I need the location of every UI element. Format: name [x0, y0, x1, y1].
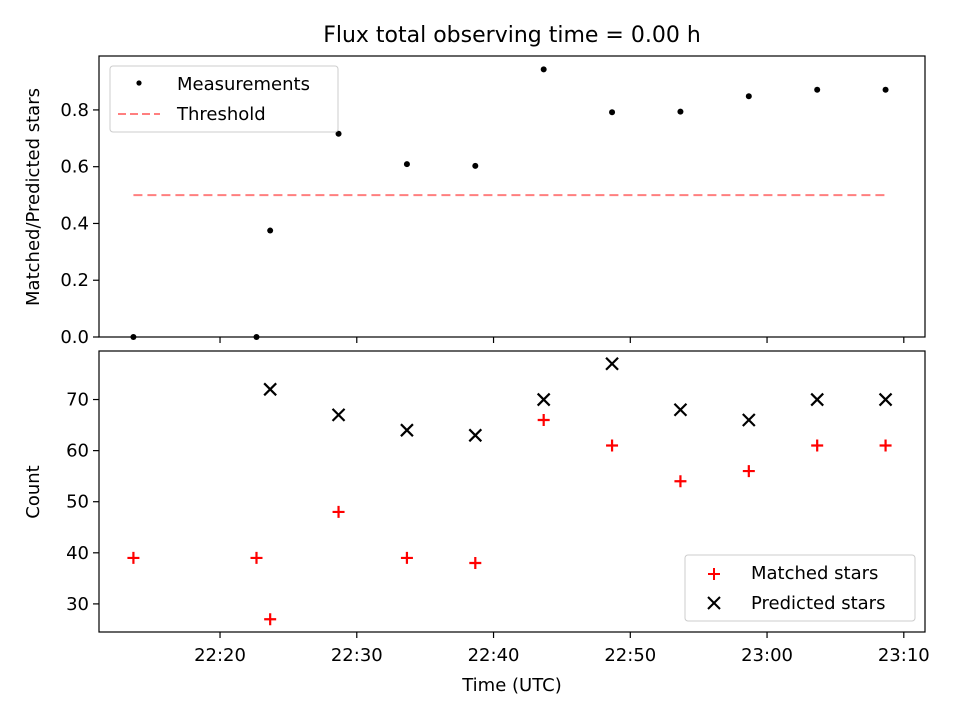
x-tick-label: 23:00: [741, 645, 793, 666]
predicted-star-point: [742, 413, 756, 427]
predicted-star-point: [810, 392, 824, 407]
predicted-star-point: [878, 392, 893, 407]
top-y-tick-label: 0.4: [60, 213, 89, 234]
bottom-legend: Matched stars Predicted stars: [684, 554, 916, 622]
bottom-x-axis: 22:20 22:30 22:40 22:50 23:00 23:10: [194, 632, 930, 666]
measurement-point: [745, 93, 752, 100]
top-legend: Measurements Threshold: [109, 65, 339, 133]
measurement-point: [814, 86, 821, 93]
bottom-y-axis: 30 40 50 60 70: [66, 390, 99, 615]
measurement-point: [882, 86, 889, 93]
predicted-star-point: [263, 382, 277, 397]
matched-star-point: [606, 439, 619, 452]
x-tick-label: 22:20: [194, 645, 246, 666]
top-y-axis: 0.0 0.2 0.4 0.6 0.8: [60, 100, 99, 348]
matched-star-point: [332, 505, 345, 518]
bottom-plot-frame: [98, 350, 926, 633]
predicted-star-point: [331, 408, 346, 422]
measurement-point: [677, 108, 684, 115]
matched-star-point: [742, 465, 755, 478]
top-plot-frame: [98, 55, 926, 338]
predicted-star-point: [468, 428, 483, 443]
predicted-star-point: [605, 356, 619, 371]
matched-star-point: [879, 439, 892, 452]
matched-star-point: [674, 475, 687, 488]
measurement-point: [253, 334, 260, 340]
matched-star-point: [537, 413, 550, 426]
predicted-star-point: [400, 423, 414, 437]
bottom-y-tick-label: 30: [66, 594, 89, 615]
bottom-plot-marks: [127, 356, 893, 626]
bottom-y-tick-label: 40: [66, 543, 89, 564]
top-y-tick-label: 0.2: [60, 270, 89, 291]
legend-matched-marker: [708, 568, 720, 580]
top-y-tick-label: 0.0: [60, 327, 89, 348]
bottom-y-axis-label: Count: [23, 465, 44, 518]
matched-star-point: [469, 557, 482, 570]
matched-star-point: [811, 439, 824, 452]
legend-predicted-label: Predicted stars: [751, 593, 885, 614]
x-tick-label: 22:50: [604, 645, 656, 666]
x-tick-label: 22:30: [331, 645, 383, 666]
measurement-point: [540, 66, 547, 73]
top-x-axis-ticks: [219, 337, 905, 343]
top-y-tick-label: 0.6: [60, 157, 89, 178]
matched-star-point: [400, 551, 413, 564]
legend-measurements-marker: [136, 80, 142, 86]
bottom-y-tick-label: 70: [66, 390, 89, 411]
legend-measurements-label: Measurements: [177, 74, 310, 95]
top-y-axis-label: Matched/Predicted stars: [23, 88, 44, 306]
measurement-point: [335, 130, 342, 137]
top-plot-marks: [130, 66, 889, 340]
bottom-y-tick-label: 60: [66, 441, 89, 462]
bottom-legend-box: [684, 554, 916, 622]
matched-star-point: [264, 613, 277, 626]
legend-predicted-marker: [707, 596, 721, 610]
measurement-point: [609, 109, 616, 116]
measurement-point: [130, 334, 137, 340]
chart-title: Flux total observing time = 0.00 h: [323, 23, 701, 48]
measurement-point: [403, 161, 410, 168]
top-y-tick-label: 0.8: [60, 100, 89, 121]
x-tick-label: 23:10: [878, 645, 930, 666]
predicted-star-point: [536, 392, 551, 407]
legend-threshold-label: Threshold: [176, 104, 266, 125]
x-axis-label: Time (UTC): [461, 675, 562, 696]
predicted-star-point: [673, 402, 688, 417]
legend-matched-label: Matched stars: [751, 563, 878, 584]
measurement-point: [267, 227, 274, 234]
matched-star-point: [127, 551, 140, 564]
x-tick-label: 22:40: [468, 645, 520, 666]
matched-star-point: [250, 551, 263, 564]
measurement-point: [472, 162, 479, 169]
top-legend-box: [109, 65, 339, 133]
bottom-y-tick-label: 50: [66, 492, 89, 513]
